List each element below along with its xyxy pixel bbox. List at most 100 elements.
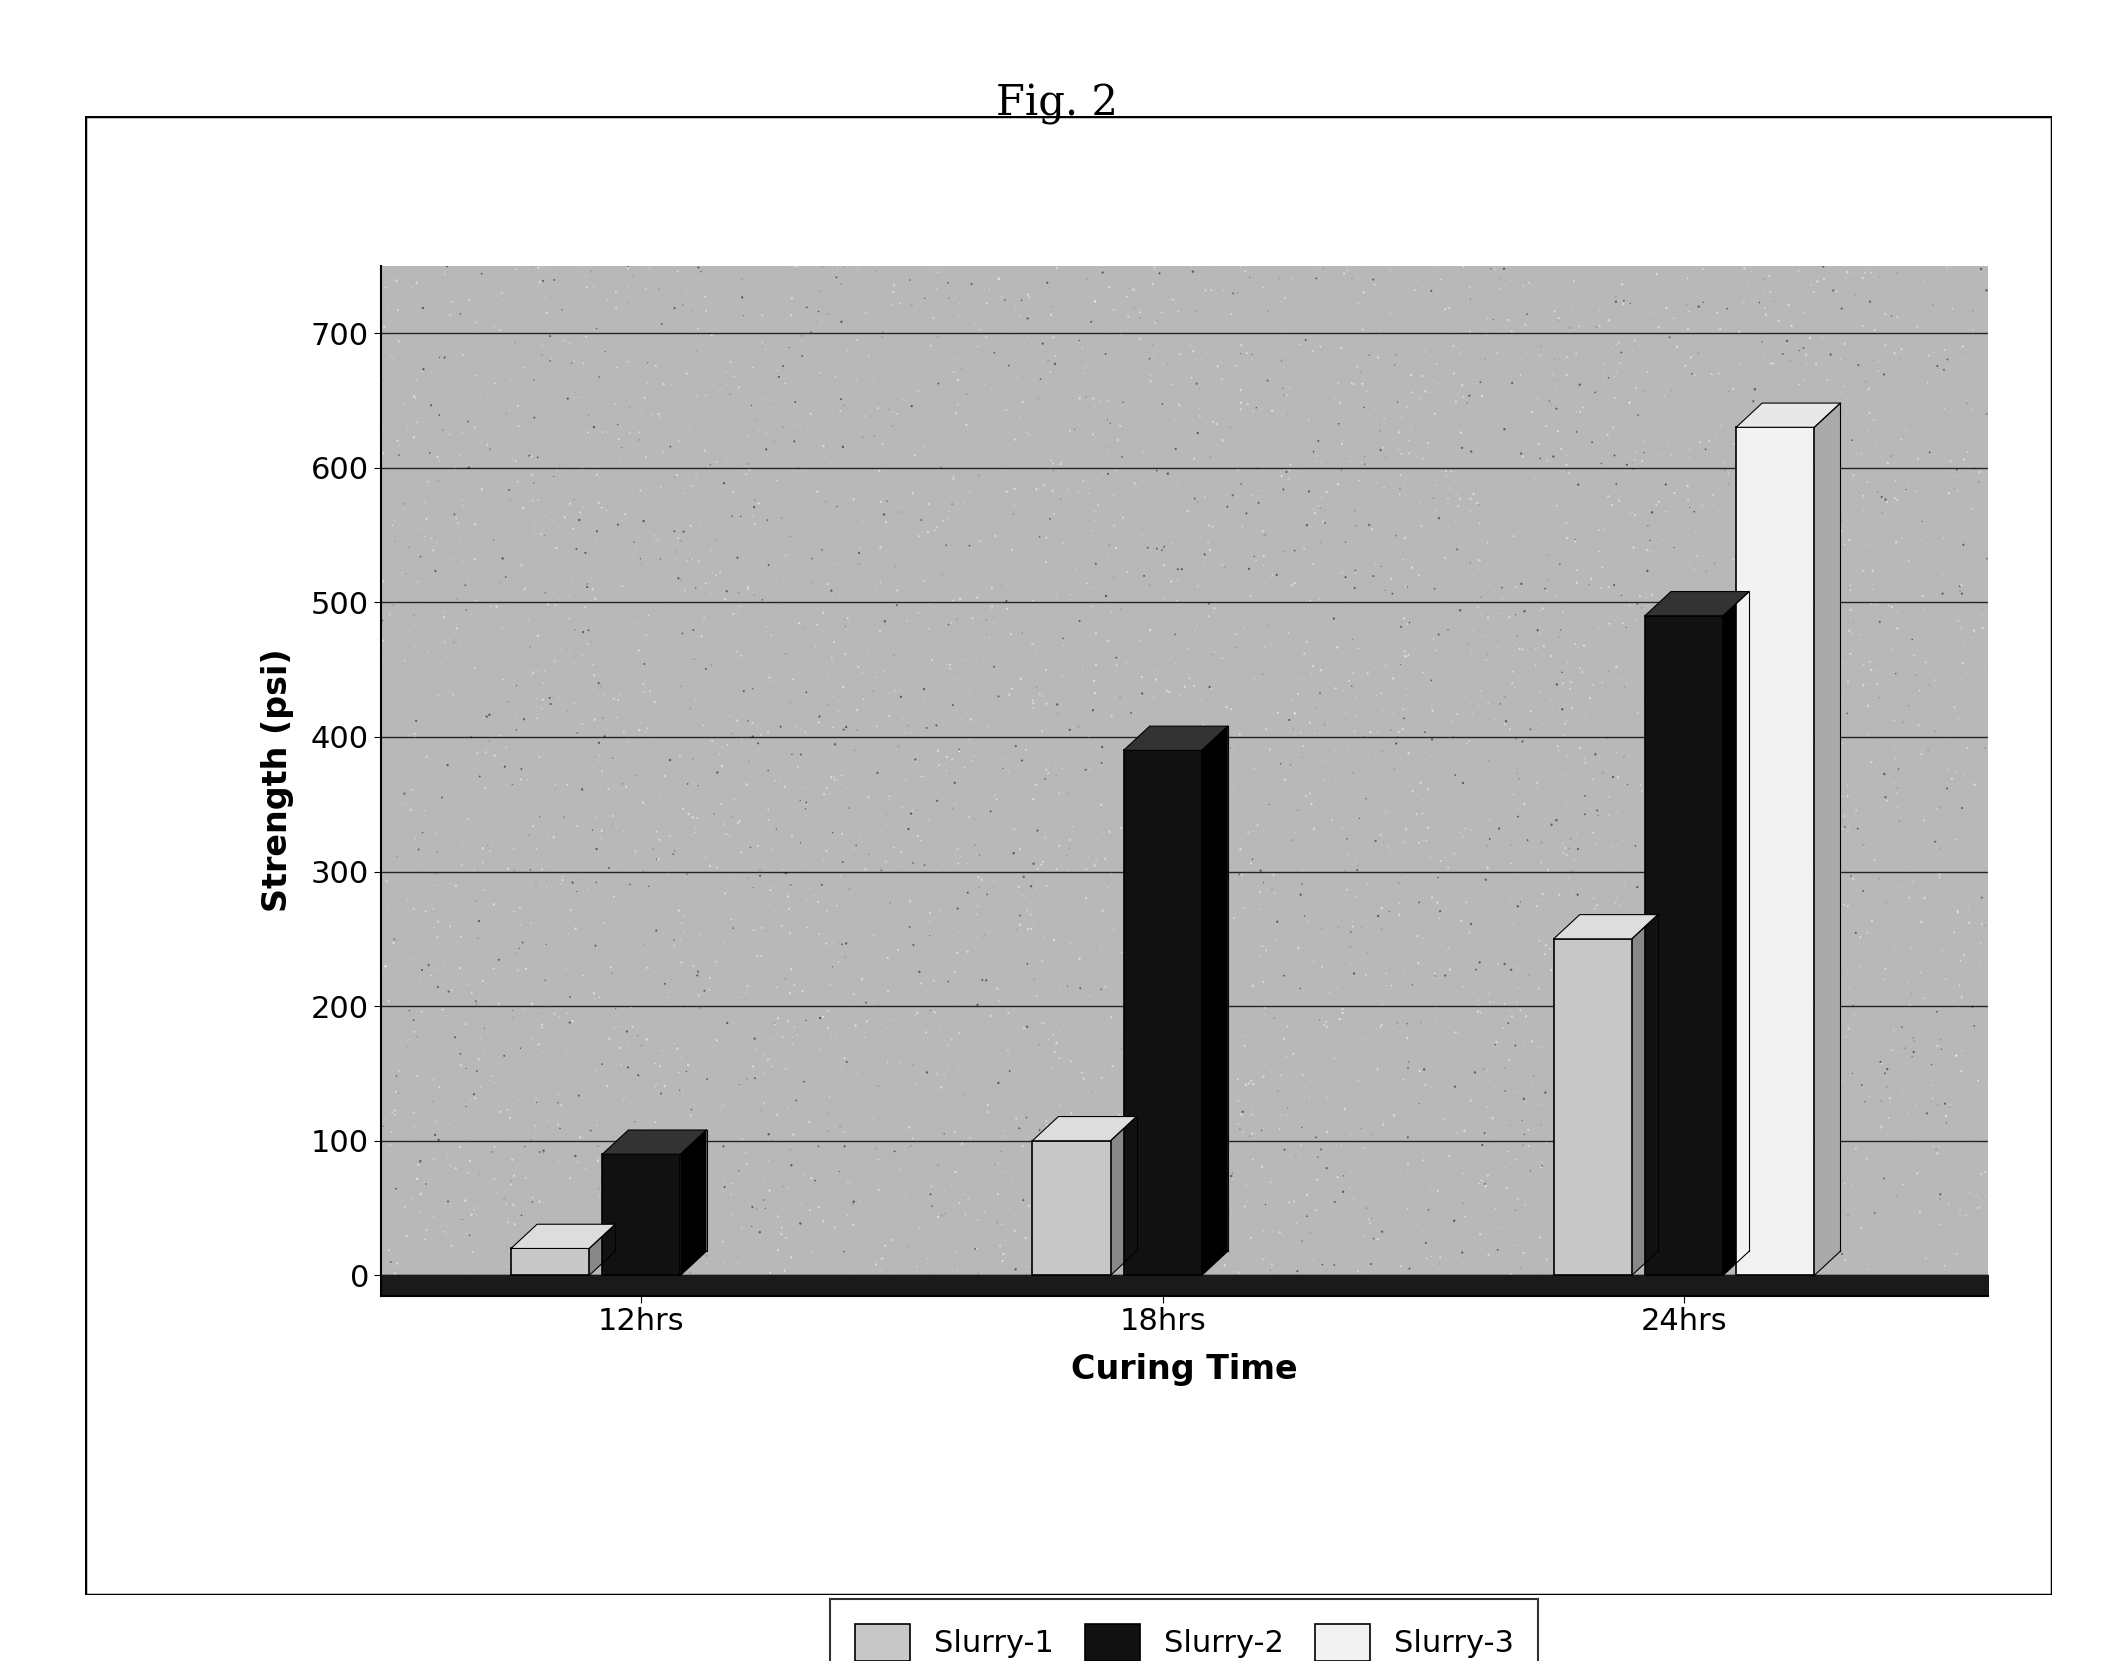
- Point: [865, 857, 899, 884]
- Point: [647, 1262, 681, 1289]
- Point: [639, 819, 673, 845]
- Point: [670, 1045, 704, 1071]
- Point: [518, 952, 552, 978]
- Point: [1927, 561, 1961, 588]
- Point: [1015, 631, 1049, 658]
- Point: [1328, 699, 1362, 726]
- Point: [1726, 625, 1760, 651]
- Point: [541, 1179, 575, 1206]
- Point: [275, 1096, 309, 1123]
- Point: [2047, 1010, 2081, 1036]
- Point: [1863, 1168, 1897, 1194]
- Point: [1842, 522, 1876, 548]
- Point: [1301, 272, 1335, 299]
- Point: [548, 1013, 582, 1040]
- Point: [332, 430, 366, 457]
- Point: [1739, 1066, 1772, 1093]
- Point: [429, 628, 463, 654]
- Point: [1411, 814, 1445, 840]
- Point: [1944, 947, 1978, 973]
- Point: [1345, 370, 1379, 397]
- Point: [146, 1199, 180, 1226]
- Point: [605, 1257, 639, 1284]
- Point: [544, 1115, 577, 1141]
- Point: [1711, 470, 1745, 497]
- Point: [912, 518, 945, 545]
- Point: [214, 1007, 247, 1033]
- Point: [986, 1118, 1019, 1144]
- Point: [277, 663, 311, 689]
- Point: [319, 468, 353, 495]
- Point: [1280, 1211, 1313, 1237]
- Point: [1707, 706, 1741, 733]
- Point: [1045, 450, 1079, 477]
- Point: [666, 620, 700, 646]
- Point: [1766, 1242, 1800, 1269]
- Point: [1269, 382, 1303, 409]
- Point: [1500, 601, 1533, 628]
- Point: [315, 1159, 349, 1186]
- Point: [1726, 844, 1760, 870]
- Point: [1650, 296, 1684, 322]
- Point: [1794, 453, 1827, 480]
- Point: [1447, 1118, 1480, 1144]
- Point: [2073, 683, 2107, 709]
- Point: [1895, 626, 1929, 653]
- Point: [277, 460, 311, 487]
- Point: [1328, 849, 1362, 875]
- Point: [288, 641, 321, 668]
- Point: [398, 385, 431, 412]
- Point: [802, 1133, 835, 1159]
- Point: [1929, 723, 1963, 749]
- Point: [1774, 708, 1808, 734]
- Point: [772, 920, 806, 947]
- Point: [1637, 698, 1671, 724]
- Point: [260, 334, 294, 360]
- Point: [459, 309, 493, 336]
- Point: [1237, 696, 1271, 723]
- Point: [605, 573, 639, 600]
- Point: [1832, 1201, 1865, 1227]
- Point: [1965, 1193, 1999, 1219]
- Point: [715, 1203, 749, 1229]
- Point: [1502, 894, 1535, 920]
- Point: [116, 769, 150, 796]
- Point: [2077, 649, 2111, 676]
- Polygon shape: [1736, 404, 1840, 427]
- Point: [188, 282, 222, 309]
- Point: [1191, 882, 1225, 909]
- Point: [1377, 701, 1411, 728]
- Point: [886, 537, 920, 563]
- Point: [2083, 776, 2115, 802]
- Point: [931, 744, 964, 771]
- Point: [300, 947, 334, 973]
- Point: [973, 276, 1007, 302]
- Point: [1834, 289, 1868, 316]
- Point: [1402, 889, 1436, 915]
- Point: [1641, 1231, 1675, 1257]
- Point: [315, 332, 349, 359]
- Point: [1673, 553, 1707, 580]
- Point: [1203, 1148, 1237, 1174]
- Point: [1123, 1156, 1157, 1183]
- Point: [1986, 1086, 2020, 1113]
- Point: [66, 415, 99, 442]
- Point: [1390, 575, 1423, 601]
- Point: [1774, 1096, 1808, 1123]
- Point: [1548, 884, 1582, 910]
- Point: [275, 1025, 309, 1051]
- Point: [484, 751, 518, 777]
- Point: [2088, 488, 2115, 515]
- Point: [201, 978, 235, 1005]
- Point: [888, 1181, 922, 1208]
- Point: [899, 1065, 933, 1091]
- Point: [1502, 1186, 1535, 1213]
- Point: [2039, 606, 2073, 633]
- Point: [1110, 899, 1144, 925]
- Point: [2020, 990, 2054, 1017]
- Point: [558, 487, 592, 513]
- Point: [1736, 920, 1770, 947]
- Point: [2035, 1211, 2068, 1237]
- Point: [1034, 359, 1068, 385]
- Point: [668, 882, 702, 909]
